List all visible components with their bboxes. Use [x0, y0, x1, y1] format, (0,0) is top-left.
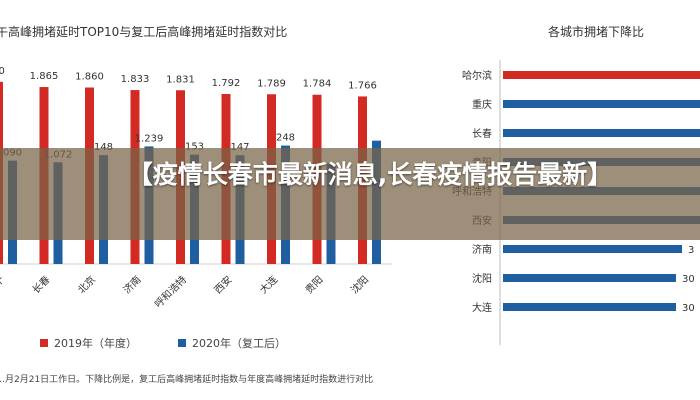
value-label-2020: 148: [94, 142, 113, 153]
footnote: …月2月21日工作日。下降比例是，复工后高峰拥堵延时指数与年度高峰拥堵延时指数进…: [0, 373, 373, 385]
value-label-2019: 1.789: [257, 78, 286, 89]
category-label: 长春: [30, 274, 53, 297]
right-category-label: 重庆: [472, 98, 492, 111]
right-bar: [503, 303, 676, 311]
right-category-label: 济南: [472, 243, 492, 256]
category-label: 沈阳: [348, 273, 371, 296]
right-value-label: 3: [688, 245, 694, 256]
right-category-label: 哈尔滨: [462, 69, 492, 82]
right-bar: [503, 129, 700, 137]
legend: 2019年（年度） 2020年（复工后）: [40, 336, 286, 350]
value-label-2019: 1.831: [166, 74, 195, 85]
banner-title: 【疫情长春市最新消息,长春疫情报告最新】: [127, 160, 613, 189]
category-label: 呼和浩特: [152, 274, 189, 311]
value-label-2019: 1.860: [75, 72, 104, 83]
category-label: 大连: [257, 273, 280, 296]
category-label: 北京: [75, 273, 98, 296]
legend-swatch-2020: [178, 339, 186, 347]
category-label: …十: [0, 273, 7, 296]
value-label-2020: 248: [276, 133, 295, 144]
category-label: 贵阳: [302, 273, 325, 296]
title-banner: [0, 148, 700, 240]
category-label: 济南: [120, 273, 143, 296]
right-category-label: 沈阳: [472, 272, 492, 285]
value-label-2019: 1.833: [121, 74, 150, 85]
value-label-2019: 1.865: [30, 71, 59, 82]
value-label-2020: 1.239: [135, 133, 164, 144]
value-label-2019: 1.784: [303, 79, 332, 90]
value-label-2019: 1.766: [348, 80, 377, 91]
legend-swatch-2019: [40, 339, 48, 347]
value-label-2020: 147: [230, 142, 249, 153]
right-bar: [503, 71, 700, 79]
right-bar: [503, 245, 682, 253]
right-chart-title: 各城市拥堵下降比: [548, 24, 644, 39]
right-bar: [503, 100, 700, 108]
legend-label-2020: 2020年（复工后）: [192, 336, 286, 350]
right-bar: [503, 274, 676, 282]
right-category-label: 长春: [472, 128, 492, 140]
category-label: 西安: [211, 273, 234, 296]
value-label-2019: 20: [0, 66, 5, 77]
value-label-2020: 153: [185, 142, 204, 153]
right-value-label: 30: [682, 274, 695, 285]
legend-label-2019: 2019年（年度）: [54, 336, 137, 350]
value-label-2019: 1.792: [212, 78, 241, 89]
left-chart-title: 午高峰拥堵延时TOP10与复工后高峰拥堵延时指数对比: [0, 24, 287, 39]
right-category-label: 大连: [472, 301, 492, 314]
right-value-label: 30: [682, 303, 695, 314]
